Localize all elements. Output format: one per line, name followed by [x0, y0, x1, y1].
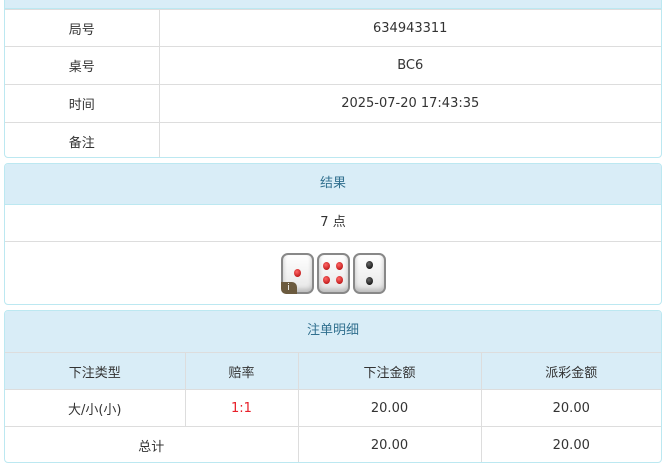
- total-label: 总计: [5, 426, 299, 462]
- col-bet-amount: 下注金额: [297, 352, 482, 390]
- die-1: i: [280, 252, 314, 294]
- result-title: 结果: [5, 164, 661, 205]
- table-row: 大/小(小) 1:1 20.00 20.00: [5, 389, 661, 427]
- pip: [293, 269, 301, 277]
- pip: [323, 276, 331, 285]
- bet-type: 大/小(小): [5, 389, 186, 427]
- info-panel-header: [5, 0, 661, 9]
- bet-detail-panel: 注单明细 下注类型 赔率 下注金额 派彩金额 大/小(小) 1:1 20.00 …: [4, 310, 662, 463]
- pip: [335, 276, 343, 285]
- odds: 1:1: [184, 389, 299, 427]
- bet-header-row: 下注类型 赔率 下注金额 派彩金额: [5, 352, 661, 390]
- round-id: 634943311: [158, 9, 661, 47]
- col-odds: 赔率: [184, 352, 299, 390]
- label: 局号: [5, 9, 160, 47]
- result-points: 7 点: [5, 205, 661, 242]
- info-icon[interactable]: i: [280, 281, 297, 294]
- row-round-id: 局号 634943311: [5, 9, 661, 47]
- total-payout: 20.00: [480, 426, 661, 462]
- bet-amount: 20.00: [297, 389, 482, 427]
- label: 备注: [5, 122, 160, 157]
- pip: [365, 277, 373, 286]
- total-amount: 20.00: [297, 426, 482, 462]
- pip: [323, 261, 331, 270]
- time: 2025-07-20 17:43:35: [158, 84, 661, 123]
- col-bet-type: 下注类型: [5, 352, 186, 390]
- table-id: BC6: [158, 46, 661, 85]
- label: 时间: [5, 84, 160, 123]
- remark: [158, 122, 661, 157]
- row-time: 时间 2025-07-20 17:43:35: [5, 84, 661, 123]
- row-table-id: 桌号 BC6: [5, 46, 661, 85]
- result-panel: 结果 7 点 i: [4, 163, 662, 305]
- dice-row: i: [5, 242, 661, 304]
- bet-detail-title: 注单明细: [5, 311, 661, 352]
- bet-table: 下注类型 赔率 下注金额 派彩金额 大/小(小) 1:1 20.00 20.00…: [5, 352, 661, 462]
- row-remark: 备注: [5, 122, 661, 157]
- die-2: [352, 252, 386, 294]
- info-panel: 局号 634943311 桌号 BC6 时间 2025-07-20 17:43:35 …: [4, 0, 662, 158]
- die-4: [316, 252, 350, 294]
- pip: [335, 261, 343, 270]
- pip: [365, 260, 373, 269]
- col-payout: 派彩金额: [480, 352, 661, 390]
- total-row: 总计 20.00 20.00: [5, 426, 661, 462]
- label: 桌号: [5, 46, 160, 85]
- info-table: 局号 634943311 桌号 BC6 时间 2025-07-20 17:43:35 …: [5, 9, 661, 157]
- payout: 20.00: [480, 389, 661, 427]
